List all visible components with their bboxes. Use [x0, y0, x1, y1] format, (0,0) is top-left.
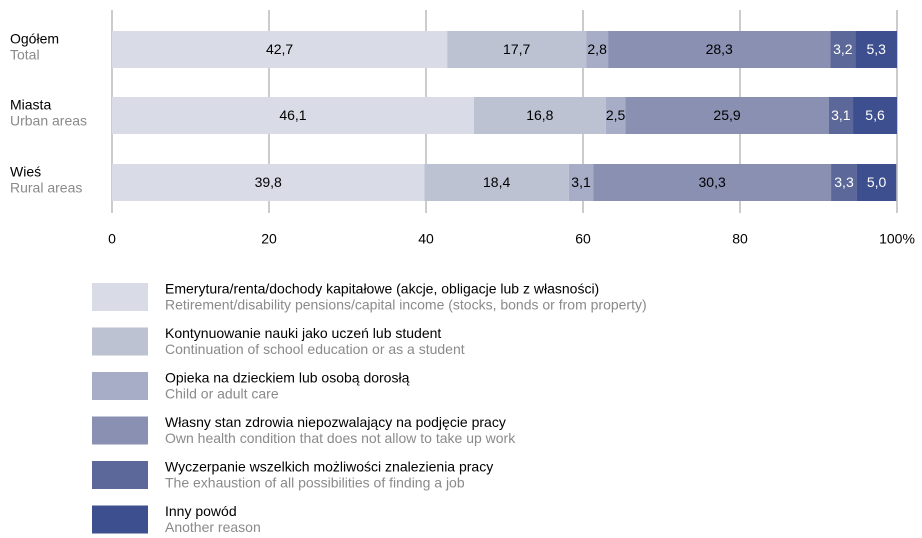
x-tick-label: 80 — [732, 231, 748, 247]
category-subtitle: Rural areas — [10, 180, 82, 196]
bar-segment — [831, 164, 857, 201]
legend-swatch — [92, 505, 148, 534]
legend-label: Emerytura/renta/dochody kapitałowe (akcj… — [165, 281, 599, 297]
legend-label: Wyczerpanie wszelkich możliwości znalezi… — [165, 459, 493, 475]
bar-segment — [568, 164, 594, 201]
bar-segment — [473, 97, 606, 134]
x-tick-label: 100% — [879, 231, 915, 247]
value-label: 3,1 — [831, 107, 851, 123]
x-tick-label: 20 — [261, 231, 277, 247]
legend-label-en: Retirement/disability pensions/capital i… — [165, 297, 647, 313]
value-label: 18,4 — [483, 174, 510, 190]
legend-swatch — [92, 461, 148, 489]
value-label: 25,9 — [713, 107, 740, 123]
bar-segment — [593, 164, 832, 201]
bar-segment — [586, 31, 609, 68]
legend-label-en: Another reason — [165, 519, 261, 535]
value-label: 28,3 — [706, 41, 733, 57]
value-label: 5,6 — [865, 107, 885, 123]
bar-segment — [424, 164, 569, 201]
value-label: 2,8 — [587, 41, 607, 57]
value-label: 17,7 — [503, 41, 530, 57]
legend-label-en: The exhaustion of all possibilities of f… — [165, 475, 465, 491]
bar-segment — [112, 164, 425, 201]
legend-label: Opieka na dzieckiem lub osobą dorosłą — [165, 370, 410, 386]
value-label: 42,7 — [266, 41, 293, 57]
legend-label-en: Continuation of school education or as a… — [165, 341, 465, 357]
bar-segment — [605, 97, 626, 134]
category-label: Wieś — [10, 164, 41, 180]
value-label: 39,8 — [255, 174, 282, 190]
legend-swatch — [92, 416, 148, 445]
legend-label: Własny stan zdrowia niepozwalający na po… — [165, 414, 506, 430]
bar-segment — [855, 31, 897, 68]
value-label: 5,0 — [867, 174, 887, 190]
bar-segment — [625, 97, 829, 134]
value-label: 2,5 — [606, 107, 626, 123]
value-label: 3,2 — [833, 41, 853, 57]
value-label: 5,3 — [866, 41, 886, 57]
bar-segment — [830, 31, 856, 68]
x-tick-label: 40 — [418, 231, 434, 247]
category-subtitle: Urban areas — [10, 113, 87, 129]
category-label: Ogółem — [10, 31, 59, 47]
x-tick-label: 60 — [575, 231, 591, 247]
value-label: 16,8 — [526, 107, 553, 123]
legend-swatch — [92, 327, 148, 356]
bar-segment — [853, 97, 897, 134]
bar-segment — [608, 31, 831, 68]
value-label: 3,1 — [571, 174, 591, 190]
legend-label: Kontynuowanie nauki jako uczeń lub stude… — [165, 325, 441, 341]
legend-label-en: Own health condition that does not allow… — [165, 430, 516, 446]
bar-segment — [828, 97, 854, 134]
legend-label-en: Child or adult care — [165, 386, 279, 402]
bar-segment — [856, 164, 897, 201]
legend-swatch — [92, 372, 148, 400]
value-label: 30,3 — [699, 174, 726, 190]
x-tick-label: 0 — [108, 231, 116, 247]
value-label: 46,1 — [279, 107, 306, 123]
legend-label: Inny powód — [165, 503, 237, 519]
legend-swatch — [92, 283, 148, 311]
category-label: Miasta — [10, 97, 51, 113]
bar-segment — [112, 31, 448, 68]
category-subtitle: Total — [10, 47, 40, 63]
bar-segment — [112, 97, 474, 134]
value-label: 3,3 — [834, 174, 854, 190]
bar-segment — [447, 31, 587, 68]
